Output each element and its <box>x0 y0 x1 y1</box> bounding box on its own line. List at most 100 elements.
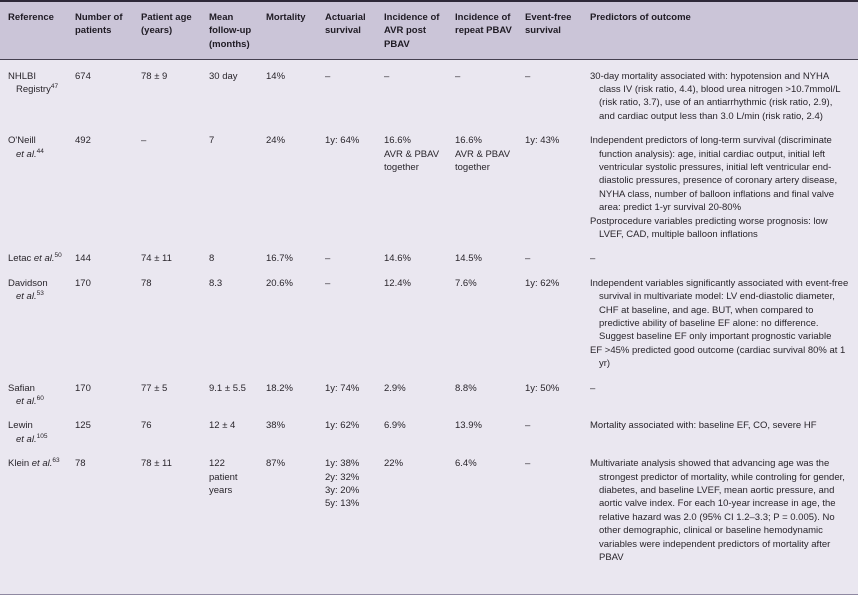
cell-patient-age: 78 ± 9 <box>141 70 168 82</box>
citation-superscript: 63 <box>52 457 60 465</box>
citation-superscript: 105 <box>36 432 48 440</box>
table-header-row: Reference Number of patients Patient age (… <box>0 2 858 60</box>
cell-patient-age: – <box>141 135 147 147</box>
column-header-mortality: Mortality <box>266 2 325 60</box>
cell-event-free-survival: – <box>525 458 531 470</box>
cell-incidence-avr: 2.9% <box>384 382 406 394</box>
cell-incidence-avr: – <box>384 70 390 82</box>
cell-number-of-patients: 170 <box>75 382 91 394</box>
cell-actuarial-survival: 1y: 62% <box>325 420 360 432</box>
citation-superscript: 44 <box>36 147 44 155</box>
table-row: NHLBI Registry47 674 78 ± 9 30 day 14% – – – – 30-… <box>0 59 858 129</box>
column-header-patient-age: Patient age (years) <box>141 2 209 60</box>
cell-reference: Letac et al.50 <box>8 252 62 265</box>
cell-mean-follow-up: 8.3 <box>209 277 223 289</box>
column-header-incidence-repeat-pbav: Incidence of repeat PBAV <box>455 2 525 60</box>
column-header-mean-follow-up: Mean follow-up (months) <box>209 2 266 60</box>
table-row: Klein et al.63 78 78 ± 11 122 patient years… <box>0 452 858 570</box>
predictor-paragraph: Mortality associated with: baseline EF, … <box>590 420 817 432</box>
column-header-actuarial-survival: Actuarial survival <box>325 2 384 60</box>
predictor-paragraph: Multivariate analysis showed that advanc… <box>590 458 845 564</box>
cell-actuarial-survival: 1y: 74% <box>325 382 360 394</box>
citation-superscript: 47 <box>50 82 59 90</box>
table-row: Letac et al.50 144 74 ± 11 8 16.7% – 14.6% 14.5… <box>0 247 858 271</box>
cell-incidence-repeat-pbav: 14.5% <box>455 253 482 265</box>
cell-event-free-survival: 1y: 50% <box>525 382 560 394</box>
predictor-paragraph: Independent variables significantly asso… <box>590 277 849 343</box>
cell-predictors-of-outcome: – <box>590 247 858 271</box>
cell-number-of-patients: 125 <box>75 420 91 432</box>
cell-predictors-of-outcome: Mortality associated with: baseline EF, … <box>590 414 858 452</box>
cell-actuarial-survival: – <box>325 253 331 265</box>
cell-predictors-of-outcome: – <box>590 377 858 415</box>
cell-mortality: 38% <box>266 420 286 432</box>
cell-reference: O'Neill et al.44 <box>8 135 44 160</box>
cell-mortality: 14% <box>266 70 286 82</box>
cell-mortality: 87% <box>266 458 286 470</box>
cell-incidence-repeat-pbav: 6.4% <box>455 458 477 470</box>
cell-event-free-survival: – <box>525 420 531 432</box>
cell-patient-age: 78 ± 11 <box>141 458 172 470</box>
cell-mean-follow-up: 30 day <box>209 70 238 82</box>
cell-incidence-repeat-pbav: 7.6% <box>455 277 477 289</box>
cell-actuarial-survival: 1y: 38% 2y: 32% 3y: 20% 5y: 13% <box>325 458 360 510</box>
cell-incidence-repeat-pbav: 8.8% <box>455 382 477 394</box>
cell-actuarial-survival: – <box>325 70 331 82</box>
cell-incidence-avr: 16.6% AVR & PBAV together <box>384 135 440 173</box>
cell-mortality: 20.6% <box>266 277 293 289</box>
cell-reference: NHLBI Registry47 <box>8 70 59 95</box>
cell-predictors-of-outcome: Multivariate analysis showed that advanc… <box>590 452 858 570</box>
column-header-event-free-survival: Event-free survival <box>525 2 590 60</box>
predictor-paragraph: Independent predictors of long-term surv… <box>590 135 838 214</box>
cell-mortality: 16.7% <box>266 253 293 265</box>
predictor-paragraph: 30-day mortality associated with: hypote… <box>590 70 841 122</box>
column-header-incidence-avr-post-pbav: Incidence of AVR post PBAV <box>384 2 455 60</box>
cell-incidence-repeat-pbav: – <box>455 70 461 82</box>
cell-event-free-survival: 1y: 43% <box>525 135 560 147</box>
cell-incidence-avr: 14.6% <box>384 253 411 265</box>
cell-patient-age: 76 <box>141 420 152 432</box>
cell-incidence-avr: 12.4% <box>384 277 411 289</box>
cell-predictors-of-outcome: 30-day mortality associated with: hypote… <box>590 59 858 129</box>
cell-predictors-of-outcome: Independent predictors of long-term surv… <box>590 129 858 247</box>
cell-mean-follow-up: 12 ± 4 <box>209 420 236 432</box>
predictor-paragraph: – <box>590 253 596 265</box>
column-header-number-of-patients: Number of patients <box>75 2 141 60</box>
cell-mortality: 24% <box>266 135 286 147</box>
table-body: NHLBI Registry47 674 78 ± 9 30 day 14% – – – – 30-… <box>0 59 858 571</box>
cell-number-of-patients: 170 <box>75 277 91 289</box>
predictor-paragraph: – <box>590 382 596 394</box>
cell-reference: Davidson et al.53 <box>8 277 48 303</box>
cell-incidence-repeat-pbav: 16.6% AVR & PBAV together <box>455 135 511 173</box>
table-row: Lewin et al.105 125 76 12 ± 4 38% 1y: 62% 6.9% 1… <box>0 414 858 452</box>
cell-number-of-patients: 492 <box>75 135 91 147</box>
cell-mean-follow-up: 122 patient years <box>209 458 238 497</box>
cell-event-free-survival: – <box>525 253 531 265</box>
table-row: O'Neill et al.44 492 – 7 24% 1y: 64% 16.6% AVR … <box>0 129 858 247</box>
column-header-reference: Reference <box>0 2 75 60</box>
cell-mean-follow-up: 7 <box>209 135 215 147</box>
cell-number-of-patients: 144 <box>75 253 91 265</box>
cell-incidence-avr: 6.9% <box>384 420 406 432</box>
cell-mean-follow-up: 8 <box>209 253 215 265</box>
cell-incidence-repeat-pbav: 13.9% <box>455 420 482 432</box>
citation-superscript: 53 <box>36 290 44 298</box>
cell-patient-age: 78 <box>141 277 152 289</box>
cell-reference: Lewin et al.105 <box>8 420 48 445</box>
column-header-predictors-of-outcome: Predictors of outcome <box>590 2 858 60</box>
table-row: Davidson et al.53 170 78 8.3 20.6% – 12.4% 7.6% 1… <box>0 272 858 377</box>
cell-patient-age: 74 ± 11 <box>141 253 172 265</box>
cell-predictors-of-outcome: Independent variables significantly asso… <box>590 272 858 377</box>
table-row: Safian et al.60 170 77 ± 5 9.1 ± 5.5 18.2% 1y:… <box>0 377 858 415</box>
citation-superscript: 50 <box>54 252 62 260</box>
cell-mean-follow-up: 9.1 ± 5.5 <box>209 382 246 394</box>
predictor-paragraph: EF >45% predicted good outcome (cardiac … <box>590 344 846 370</box>
cell-reference: Klein et al.63 <box>8 457 60 470</box>
cell-event-free-survival: – <box>525 70 531 82</box>
cell-reference: Safian et al.60 <box>8 382 44 408</box>
cell-actuarial-survival: – <box>325 277 331 289</box>
cell-number-of-patients: 78 <box>75 458 86 470</box>
cell-actuarial-survival: 1y: 64% <box>325 135 360 147</box>
cell-mortality: 18.2% <box>266 382 293 394</box>
